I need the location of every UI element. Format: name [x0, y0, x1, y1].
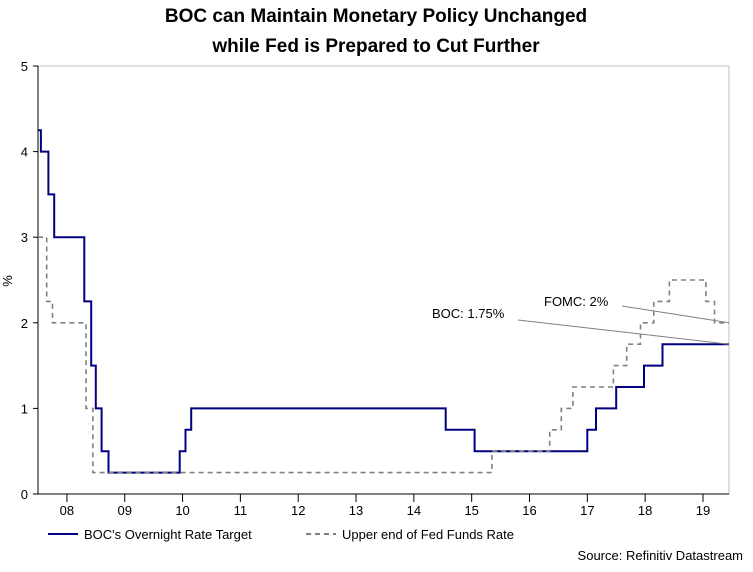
annotation-boc: BOC: 1.75% [432, 306, 505, 321]
series-group [38, 129, 729, 474]
y-axis: 0 1 2 3 4 5 [21, 59, 39, 502]
x-tick-label: 14 [407, 503, 421, 518]
plot-border [37, 65, 730, 495]
legend: BOC's Overnight Rate Target Upper end of… [48, 527, 514, 542]
x-tick-label: 16 [522, 503, 536, 518]
x-axis: 08 09 10 11 12 13 14 15 16 17 18 19 [38, 493, 729, 518]
x-tick-label: 12 [291, 503, 305, 518]
plot-area [37, 65, 730, 495]
y-tick-label: 1 [21, 401, 28, 416]
annotations-group: FOMC: 2% BOC: 1.75% [432, 294, 730, 345]
x-tick-label: 17 [580, 503, 594, 518]
y-tick-label: 3 [21, 230, 28, 245]
y-tick-label: 2 [21, 316, 28, 331]
chart-title-line-2: while Fed is Prepared to Cut Further [211, 36, 540, 57]
x-tick-label: 15 [464, 503, 478, 518]
source-note: Source: Refinitiv Datastream [578, 548, 743, 563]
chart-title-line-1: BOC can Maintain Monetary Policy Unchang… [165, 6, 587, 27]
x-tick-label: 19 [696, 503, 710, 518]
x-tick-label: 09 [118, 503, 132, 518]
x-tick-label: 18 [638, 503, 652, 518]
x-tick-label: 13 [349, 503, 363, 518]
annotation-leader-line [621, 305, 730, 324]
legend-label-fed: Upper end of Fed Funds Rate [342, 527, 514, 542]
x-tick-label: 11 [234, 503, 248, 518]
y-axis-label: % [0, 275, 15, 287]
y-tick-label: 0 [21, 487, 28, 502]
series-line-fed [38, 236, 729, 474]
y-tick-label: 5 [21, 59, 28, 74]
series-line-boc [38, 129, 729, 474]
annotation-fomc: FOMC: 2% [544, 294, 609, 309]
legend-label-boc: BOC's Overnight Rate Target [84, 527, 252, 542]
x-tick-label: 08 [60, 503, 74, 518]
y-tick-label: 4 [21, 145, 28, 160]
annotation-leader-line [517, 319, 730, 345]
x-tick-label: 10 [175, 503, 189, 518]
